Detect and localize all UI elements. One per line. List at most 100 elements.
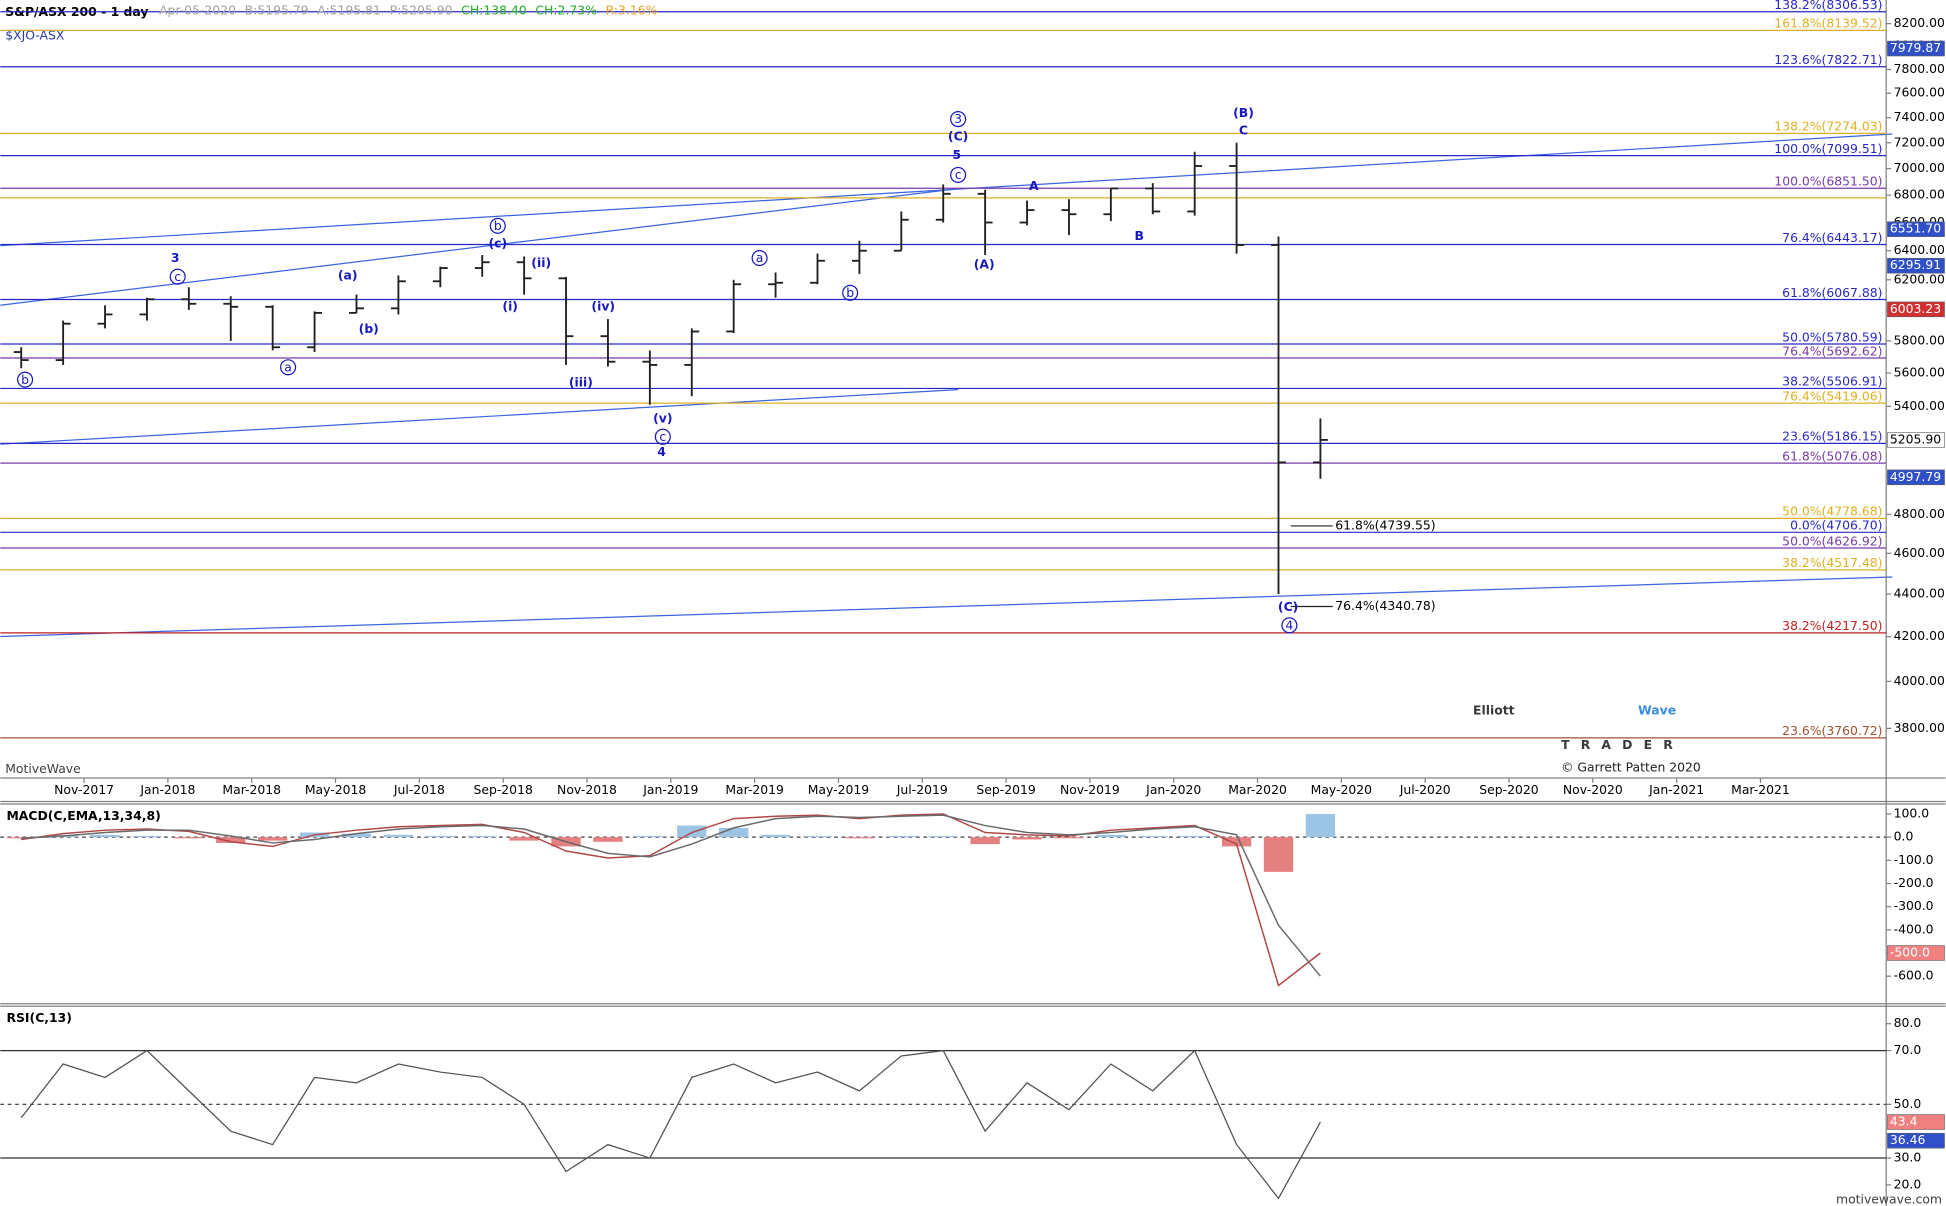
price-tag bbox=[1887, 1114, 1945, 1130]
histogram-bar bbox=[1263, 837, 1294, 872]
y-tick-label: 6400.00 bbox=[1894, 242, 1945, 257]
y-tick-label: 3800.00 bbox=[1894, 720, 1945, 735]
y-tick-label: 20.0 bbox=[1894, 1176, 1922, 1191]
y-tick-label: 50.0 bbox=[1894, 1096, 1922, 1111]
wave-label: a bbox=[284, 359, 292, 374]
panel-title: RSI(C,13) bbox=[6, 1010, 71, 1025]
price-tag-label: 5205.90 bbox=[1890, 431, 1941, 446]
wave-label: c bbox=[659, 429, 666, 444]
histogram-bar bbox=[90, 834, 120, 838]
trend-line bbox=[0, 187, 959, 306]
histogram-bar bbox=[258, 837, 288, 841]
fib-label: 161.8%(8139.52) bbox=[1774, 16, 1882, 31]
rsi-line bbox=[20, 1049, 1321, 1200]
y-tick-label: 4600.00 bbox=[1894, 545, 1945, 560]
price-tag bbox=[1887, 469, 1945, 486]
histogram-bar bbox=[1221, 837, 1252, 847]
histogram-bar bbox=[886, 835, 916, 838]
y-tick-label: 7800.00 bbox=[1894, 61, 1945, 76]
wave-label: (C) bbox=[948, 129, 968, 144]
copyright: © Garrett Patten 2020 bbox=[1561, 760, 1701, 775]
price-tag-label: 6295.91 bbox=[1890, 257, 1941, 272]
wave-label: (b) bbox=[359, 321, 379, 336]
fib-label: 61.8%(6067.88) bbox=[1782, 285, 1882, 300]
fib-label: 76.4%(6443.17) bbox=[1782, 230, 1882, 245]
histogram-bar bbox=[635, 835, 665, 838]
wave-label: (ii) bbox=[531, 255, 551, 270]
y-tick-label: 4000.00 bbox=[1894, 673, 1945, 688]
price-tag bbox=[1887, 257, 1945, 274]
logo-word: Wave bbox=[1638, 702, 1676, 717]
x-tick-label: Mar-2018 bbox=[222, 782, 281, 797]
wave-label: 5 bbox=[953, 147, 962, 162]
fib-label: 0.0%(4706.70) bbox=[1790, 518, 1882, 533]
wave-label: (iii) bbox=[569, 374, 593, 389]
price-tag-label: 6551.70 bbox=[1890, 221, 1941, 236]
annotation: 76.4%(4340.78) bbox=[1335, 598, 1435, 613]
wave-circle bbox=[751, 250, 768, 267]
wave-circle bbox=[950, 111, 967, 128]
x-tick-label: Sep-2020 bbox=[1479, 782, 1538, 797]
price-tag-label: 7979.87 bbox=[1890, 40, 1941, 55]
y-tick-label: 100.0 bbox=[1894, 805, 1930, 820]
price-tag bbox=[1887, 1132, 1945, 1149]
macd-line bbox=[21, 814, 1321, 977]
histogram-bar bbox=[928, 835, 958, 838]
logo-sub: TRADER bbox=[1561, 737, 1684, 752]
fib-label: 76.4%(5692.62) bbox=[1782, 343, 1882, 358]
x-tick-label: Nov-2019 bbox=[1060, 782, 1120, 797]
histogram-bar bbox=[1305, 813, 1336, 838]
wave-label: b bbox=[494, 218, 502, 233]
y-tick-label: -100.0 bbox=[1894, 852, 1934, 867]
fib-label: 50.0%(4778.68) bbox=[1782, 504, 1882, 519]
histogram-bar bbox=[593, 837, 623, 842]
fib-label: 50.0%(4626.92) bbox=[1782, 533, 1882, 548]
y-tick-label: 5800.00 bbox=[1894, 332, 1945, 347]
x-tick-label: Mar-2020 bbox=[1228, 782, 1287, 797]
price-tag bbox=[1887, 301, 1945, 318]
wave-label: (C) bbox=[1278, 599, 1298, 614]
histogram-bar bbox=[509, 837, 539, 841]
wave-circle bbox=[1281, 617, 1298, 634]
x-tick-label: Jan-2020 bbox=[1145, 782, 1201, 797]
wave-label: C bbox=[1239, 122, 1248, 137]
logo: Elliott Wave TRADER bbox=[1473, 702, 1684, 752]
y-tick-label: 6800.00 bbox=[1894, 187, 1945, 202]
histogram-bar bbox=[216, 837, 246, 843]
histogram-bar bbox=[174, 837, 204, 839]
x-tick-label: Jan-2018 bbox=[139, 782, 195, 797]
y-tick-label: 4800.00 bbox=[1894, 506, 1945, 521]
quote-item: R:3.16% bbox=[606, 3, 658, 18]
fib-label: 61.8%(5076.08) bbox=[1782, 448, 1882, 463]
trend-line bbox=[0, 576, 1893, 638]
y-tick-label: 80.0 bbox=[1894, 1015, 1922, 1030]
histogram-bar bbox=[844, 837, 875, 839]
quote-item: CH:138.40 bbox=[461, 3, 527, 18]
x-tick-label: May-2018 bbox=[305, 782, 367, 797]
y-tick-label: 7200.00 bbox=[1894, 134, 1945, 149]
wave-label: 3 bbox=[954, 111, 962, 126]
histogram-bar bbox=[1138, 835, 1168, 838]
quote-item: CH:2.73% bbox=[535, 3, 597, 18]
x-tick-label: Mar-2021 bbox=[1731, 782, 1790, 797]
quote-item: B:5195.79 bbox=[245, 3, 309, 18]
fib-label: 38.2%(4217.50) bbox=[1782, 618, 1882, 633]
annotation: 61.8%(4739.55) bbox=[1335, 517, 1435, 532]
y-tick-label: 4400.00 bbox=[1894, 586, 1945, 601]
price-tag bbox=[1887, 945, 1945, 961]
y-tick-label: 7000.00 bbox=[1894, 160, 1945, 175]
histogram-bar bbox=[383, 834, 414, 838]
quote-item: A:5195.81 bbox=[317, 3, 381, 18]
platform: MotiveWave bbox=[5, 761, 81, 776]
y-tick-label: -400.0 bbox=[1894, 921, 1934, 936]
fib-label: 138.2%(8306.53) bbox=[1774, 0, 1882, 12]
histogram-bar bbox=[467, 835, 497, 838]
x-tick-label: Sep-2018 bbox=[473, 782, 532, 797]
wave-label: b bbox=[846, 285, 854, 300]
x-tick-label: Jul-2020 bbox=[1399, 782, 1451, 797]
y-tick-label: 6200.00 bbox=[1894, 271, 1945, 286]
wave-circle bbox=[842, 284, 859, 301]
wave-label: (a) bbox=[338, 268, 358, 283]
wave-label: (v) bbox=[653, 410, 672, 425]
